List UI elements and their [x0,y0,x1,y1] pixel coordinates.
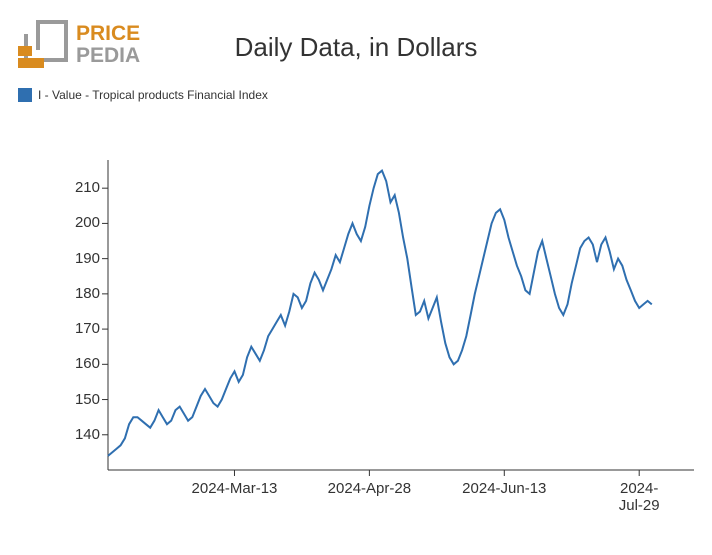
y-tick-label: 210 [58,179,100,196]
chart-svg [18,150,694,530]
y-tick-label: 170 [58,320,100,337]
legend-label: I - Value - Tropical products Financial … [38,88,268,102]
chart-title: Daily Data, in Dollars [18,32,694,63]
y-tick-label: 150 [58,391,100,408]
x-tick-label: 2024-Jul-29 [612,480,667,514]
legend-swatch [18,88,32,102]
legend: I - Value - Tropical products Financial … [18,88,268,102]
y-tick-label: 180 [58,285,100,302]
y-tick-label: 190 [58,250,100,267]
series-line [108,171,652,456]
y-tick-label: 160 [58,355,100,372]
y-tick-label: 200 [58,214,100,231]
x-tick-label: 2024-Apr-28 [328,480,411,497]
y-tick-label: 140 [58,426,100,443]
page: PRICE PEDIA Daily Data, in Dollars I - V… [0,0,712,555]
header: PRICE PEDIA Daily Data, in Dollars [18,14,694,80]
x-tick-label: 2024-Mar-13 [192,480,278,497]
chart-area: Indices in Dollars (2022-01 = 100) 14015… [18,150,694,530]
x-tick-label: 2024-Jun-13 [462,480,546,497]
